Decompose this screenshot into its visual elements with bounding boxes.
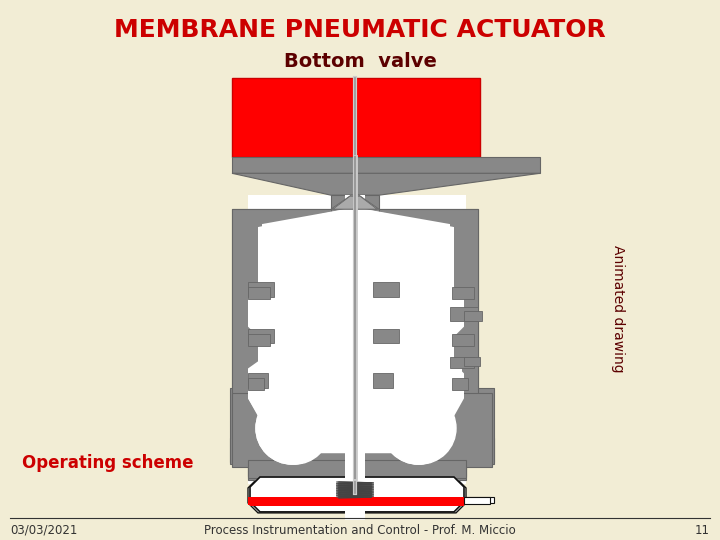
- Bar: [232, 78, 480, 157]
- Bar: [230, 438, 494, 462]
- Bar: [464, 497, 490, 504]
- Bar: [248, 497, 466, 505]
- Bar: [452, 334, 474, 346]
- Bar: [248, 287, 270, 299]
- Bar: [373, 282, 399, 297]
- Bar: [331, 195, 379, 213]
- Polygon shape: [232, 173, 540, 195]
- Polygon shape: [365, 209, 464, 453]
- Bar: [230, 388, 494, 464]
- Bar: [232, 209, 478, 448]
- Bar: [466, 497, 494, 503]
- Bar: [248, 379, 264, 390]
- Bar: [248, 329, 274, 342]
- Bar: [452, 379, 468, 390]
- Text: Bottom  valve: Bottom valve: [284, 52, 436, 71]
- Bar: [373, 329, 399, 342]
- Text: 11: 11: [695, 524, 710, 537]
- Polygon shape: [250, 477, 464, 512]
- Text: Operating scheme: Operating scheme: [22, 454, 194, 472]
- Bar: [464, 356, 480, 367]
- Bar: [345, 195, 365, 474]
- Polygon shape: [248, 209, 345, 453]
- Circle shape: [384, 396, 452, 464]
- Polygon shape: [248, 209, 345, 453]
- Circle shape: [256, 393, 328, 464]
- Polygon shape: [248, 478, 466, 513]
- Circle shape: [382, 393, 454, 464]
- Polygon shape: [365, 209, 462, 453]
- Bar: [345, 460, 365, 520]
- Bar: [248, 334, 270, 346]
- Bar: [450, 307, 478, 321]
- Bar: [232, 393, 492, 467]
- Bar: [248, 460, 466, 480]
- Circle shape: [261, 396, 329, 464]
- Text: 03/03/2021: 03/03/2021: [10, 524, 77, 537]
- Bar: [232, 157, 540, 173]
- Bar: [248, 374, 268, 388]
- Text: Animated drawing: Animated drawing: [611, 245, 625, 373]
- Bar: [373, 374, 393, 388]
- Circle shape: [384, 393, 456, 464]
- Bar: [248, 282, 274, 297]
- Bar: [464, 310, 482, 321]
- Bar: [248, 460, 466, 476]
- Bar: [250, 497, 464, 506]
- Polygon shape: [331, 195, 379, 209]
- Bar: [248, 460, 466, 478]
- Bar: [232, 209, 478, 438]
- Circle shape: [256, 393, 328, 464]
- Bar: [452, 287, 474, 299]
- Bar: [450, 356, 474, 368]
- Text: MEMBRANE PNEUMATIC ACTUATOR: MEMBRANE PNEUMATIC ACTUATOR: [114, 18, 606, 42]
- Text: Process Instrumentation and Control - Prof. M. Miccio: Process Instrumentation and Control - Pr…: [204, 524, 516, 537]
- Bar: [248, 195, 466, 484]
- Polygon shape: [333, 196, 377, 209]
